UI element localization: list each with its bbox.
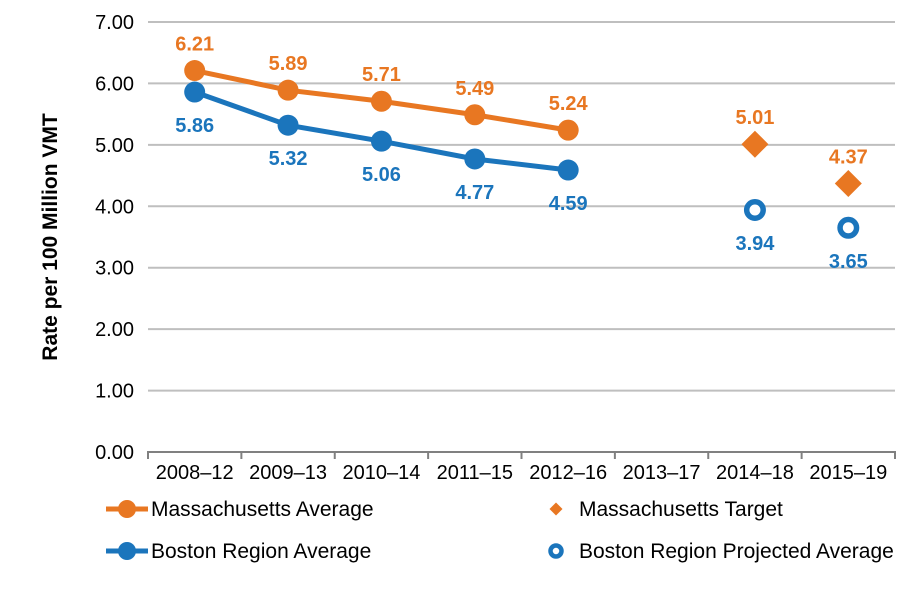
data-point-boston-region-average (370, 130, 392, 152)
data-point-massachusetts-target (741, 130, 769, 158)
y-tick-label: 2.00 (95, 319, 134, 341)
x-tick-label: 2015–19 (809, 462, 887, 484)
data-point-massachusetts-average (464, 104, 486, 126)
legend-label: Boston Region Average (151, 539, 372, 563)
y-tick-label: 4.00 (95, 196, 134, 218)
line-circle-marker-icon (106, 500, 148, 518)
data-label-boston-region-average: 4.77 (455, 182, 494, 204)
data-label-boston-region-average: 5.06 (362, 164, 401, 186)
y-tick-label: 0.00 (95, 442, 134, 464)
x-tick-label: 2014–18 (716, 462, 794, 484)
x-tick-label: 2011–15 (437, 462, 513, 484)
legend-item-massachusetts-target: Massachusetts Target (545, 498, 894, 520)
data-label-massachusetts-target: 5.01 (735, 107, 774, 129)
plot-area: 0.00 1.00 2.00 3.00 4.00 5.00 6.00 7.00 2008–12 2… (95, 12, 896, 484)
data-point-massachusetts-average (184, 60, 206, 82)
data-point-massachusetts-average (370, 90, 392, 112)
x-tick-label: 2010–14 (343, 462, 421, 484)
data-label-boston-region-projected-average: 3.65 (829, 251, 868, 273)
data-point-boston-region-projected-average (837, 216, 860, 239)
data-point-boston-region-average (277, 114, 299, 136)
x-tick-label: 2013–17 (623, 462, 701, 484)
data-label-boston-region-average: 5.32 (269, 148, 308, 170)
line-circle-marker-icon (106, 542, 148, 560)
legend: Massachusetts Average Massachusetts Targ… (106, 498, 894, 562)
data-label-massachusetts-average: 5.89 (269, 53, 308, 75)
data-point-massachusetts-target (834, 170, 862, 198)
diamond-marker-icon (549, 502, 563, 516)
legend-label: Boston Region Projected Average (579, 539, 894, 563)
data-point-boston-region-average (557, 159, 579, 181)
open-circle-marker-icon (548, 543, 564, 559)
data-label-massachusetts-average: 5.49 (455, 78, 494, 100)
y-tick-label: 7.00 (95, 12, 134, 34)
x-tick-label: 2008–12 (156, 462, 234, 484)
y-tick-label: 5.00 (95, 135, 134, 157)
x-tick-label: 2009–13 (249, 462, 327, 484)
data-point-boston-region-average (464, 148, 486, 170)
legend-item-boston-region-projected-average: Boston Region Projected Average (545, 540, 894, 562)
y-tick-label: 1.00 (95, 381, 134, 403)
y-tick-label: 3.00 (95, 258, 134, 280)
legend-item-boston-region-average: Boston Region Average (106, 540, 545, 562)
data-label-boston-region-projected-average: 3.94 (735, 233, 775, 255)
data-label-massachusetts-average: 6.21 (175, 34, 214, 56)
legend-label: Massachusetts Target (579, 497, 783, 521)
data-label-massachusetts-average: 5.24 (549, 93, 589, 115)
data-label-massachusetts-target: 4.37 (829, 147, 868, 169)
legend-item-massachusetts-average: Massachusetts Average (106, 498, 545, 520)
data-label-boston-region-average: 4.59 (549, 193, 588, 215)
data-point-boston-region-average (184, 81, 206, 103)
data-label-boston-region-average: 5.86 (175, 115, 214, 137)
data-point-boston-region-projected-average (743, 198, 766, 221)
legend-label: Massachusetts Average (151, 497, 374, 521)
data-label-massachusetts-average: 5.71 (362, 64, 401, 86)
data-point-massachusetts-average (277, 79, 299, 101)
x-tick-label: 2012–16 (529, 462, 607, 484)
data-point-massachusetts-average (557, 119, 579, 141)
y-tick-label: 6.00 (95, 73, 134, 95)
